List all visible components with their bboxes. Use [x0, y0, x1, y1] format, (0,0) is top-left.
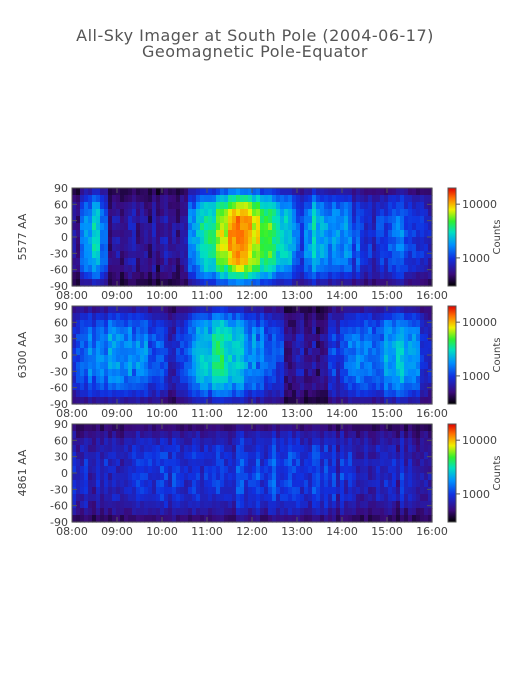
x-tick-label: 12:00	[236, 407, 268, 420]
y-tick-label: -30	[50, 247, 68, 260]
keogram-image	[72, 306, 433, 405]
x-tick-label: 16:00	[416, 289, 448, 302]
y-tick-label: 90	[54, 300, 68, 313]
x-tick-label: 09:00	[101, 525, 133, 538]
colorbar: 1000 10000 Counts	[447, 187, 503, 287]
x-tick-label: 10:00	[146, 289, 178, 302]
colorbar-tick-label: 1000	[462, 370, 490, 383]
y-tick-label: -90	[50, 280, 68, 293]
x-tick-label: 15:00	[371, 407, 403, 420]
x-tick-label: 15:00	[371, 525, 403, 538]
x-tick-label: 10:00	[146, 407, 178, 420]
x-tick-label: 11:00	[191, 525, 223, 538]
colorbar: 1000 10000 Counts	[447, 305, 503, 405]
y-tick-label: 30	[54, 451, 68, 464]
y-axis-label: 5577 AA	[16, 213, 29, 260]
colorbar-label: Counts	[492, 220, 503, 255]
x-tick-label: 09:00	[101, 289, 133, 302]
y-tick-label: 0	[61, 231, 68, 244]
keogram-image	[72, 424, 433, 523]
y-tick-label: -60	[50, 382, 68, 395]
colorbar-tick-label: 10000	[462, 316, 497, 329]
x-tick-label: 08:00	[56, 407, 88, 420]
y-tick-label: 90	[54, 418, 68, 431]
x-tick-label: 14:00	[326, 289, 358, 302]
y-tick-label: 30	[54, 333, 68, 346]
x-tick-label: 12:00	[236, 289, 268, 302]
y-tick-label: 0	[61, 349, 68, 362]
colorbar-tick-label: 10000	[462, 198, 497, 211]
y-tick-label: 60	[54, 316, 68, 329]
y-tick-label: 0	[61, 467, 68, 480]
y-tick-label: -30	[50, 365, 68, 378]
x-tick-label: 08:00	[56, 289, 88, 302]
y-tick-label: -90	[50, 398, 68, 411]
colorbar-label: Counts	[492, 456, 503, 491]
chart-title: All-Sky Imager at South Pole (2004-06-17…	[76, 26, 434, 45]
keogram-image	[72, 188, 433, 287]
y-tick-label: 60	[54, 198, 68, 211]
y-axis-label: 6300 AA	[16, 331, 29, 378]
x-tick-label: 11:00	[191, 407, 223, 420]
x-tick-label: 16:00	[416, 407, 448, 420]
colorbar: 1000 10000 Counts	[447, 423, 503, 523]
x-tick-label: 13:00	[281, 289, 313, 302]
x-tick-label: 08:00	[56, 525, 88, 538]
colorbar-label: Counts	[492, 338, 503, 373]
x-tick-label: 13:00	[281, 407, 313, 420]
y-tick-label: 30	[54, 215, 68, 228]
x-tick-label: 13:00	[281, 525, 313, 538]
x-tick-label: 11:00	[191, 289, 223, 302]
x-tick-label: 10:00	[146, 525, 178, 538]
x-tick-label: 14:00	[326, 407, 358, 420]
y-tick-label: -30	[50, 483, 68, 496]
x-tick-label: 09:00	[101, 407, 133, 420]
x-tick-label: 15:00	[371, 289, 403, 302]
colorbar-tick-label: 1000	[462, 488, 490, 501]
chart-subtitle: Geomagnetic Pole-Equator	[142, 42, 368, 61]
x-tick-label: 14:00	[326, 525, 358, 538]
y-tick-label: 60	[54, 434, 68, 447]
y-axis-label: 4861 AA	[16, 449, 29, 496]
colorbar-tick-label: 10000	[462, 434, 497, 447]
y-tick-label: -60	[50, 500, 68, 513]
y-tick-label: -60	[50, 264, 68, 277]
y-tick-label: 90	[54, 182, 68, 195]
colorbar-tick-label: 1000	[462, 252, 490, 265]
y-tick-label: -90	[50, 516, 68, 529]
x-tick-label: 12:00	[236, 525, 268, 538]
x-tick-label: 16:00	[416, 525, 448, 538]
